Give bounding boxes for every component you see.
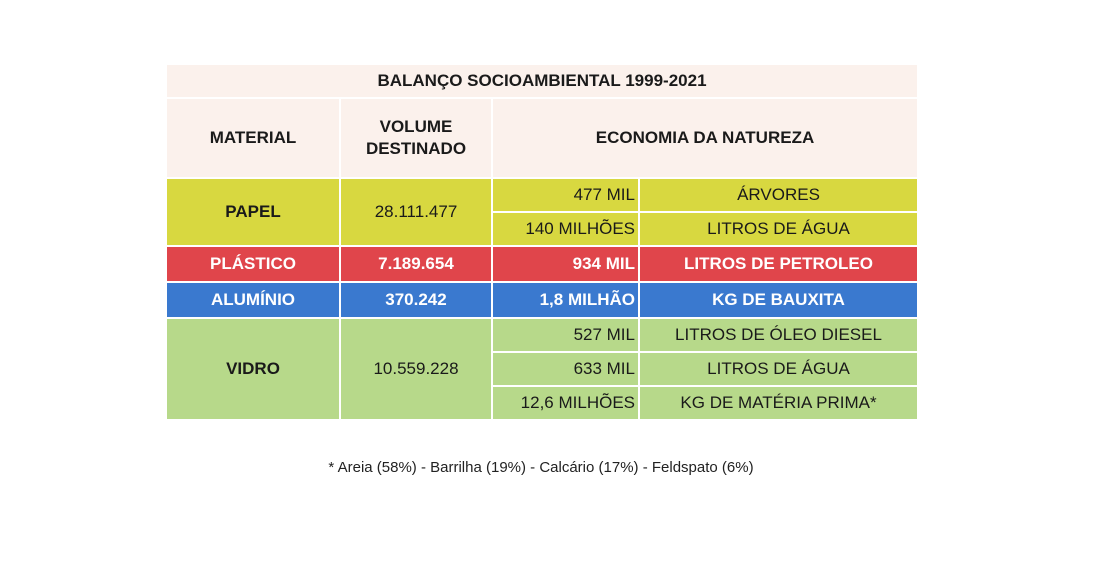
table-row-vidro-3: 12,6 MILHÕES KG DE MATÉRIA PRIMA* [166,385,919,421]
savings-unit: LITROS DE ÁGUA [638,351,919,387]
savings-unit: KG DE MATÉRIA PRIMA* [638,385,919,421]
savings-unit: KG DE BAUXITA [638,281,919,319]
savings-amount: 527 MIL [491,317,640,353]
table-row-plastico: PLÁSTICO 7.189.654 934 MIL LITROS DE PET… [165,245,919,283]
header-volume: VOLUME DESTINADO [339,97,493,179]
savings-amount: 140 MILHÕES [491,211,640,247]
table-row-papel-2: 140 MILHÕES LITROS DE ÁGUA [166,211,919,247]
material-papel: PAPEL [165,177,341,247]
savings-unit: LITROS DE PETROLEO [638,245,919,283]
volume-papel: 28.111.477 [339,177,493,247]
volume-aluminio: 370.242 [339,281,493,319]
socioambiental-table: BALANÇO SOCIOAMBIENTAL 1999-2021 MATERIA… [165,63,919,421]
volume-vidro: 10.559.228 [339,317,493,421]
material-aluminio: ALUMÍNIO [165,281,341,319]
footnote: * Areia (58%) - Barrilha (19%) - Calcári… [328,459,754,476]
savings-amount: 1,8 MILHÃO [491,281,640,319]
table-row-vidro-2: 633 MIL LITROS DE ÁGUA [166,351,919,387]
table-title: BALANÇO SOCIOAMBIENTAL 1999-2021 [165,63,919,99]
material-plastico: PLÁSTICO [165,245,341,283]
table-row-papel: PAPEL 28.111.477 477 MIL ÁRVORES [165,177,919,247]
table-row-aluminio: ALUMÍNIO 370.242 1,8 MILHÃO KG DE BAUXIT… [165,281,919,319]
savings-amount: 934 MIL [491,245,640,283]
volume-plastico: 7.189.654 [339,245,493,283]
table-row-vidro: VIDRO 10.559.228 527 MIL LITROS DE ÓLEO … [165,317,919,421]
table-header-row: MATERIAL VOLUME DESTINADO ECONOMIA DA NA… [165,97,919,179]
savings-amount: 477 MIL [491,177,640,213]
socioambiental-table-container: BALANÇO SOCIOAMBIENTAL 1999-2021 MATERIA… [165,63,919,421]
table-title-row: BALANÇO SOCIOAMBIENTAL 1999-2021 [165,63,919,99]
savings-amount: 633 MIL [491,351,640,387]
savings-amount: 12,6 MILHÕES [491,385,640,421]
material-vidro: VIDRO [165,317,341,421]
header-material: MATERIAL [165,97,341,179]
header-volume-text: VOLUME DESTINADO [365,117,467,158]
header-economia: ECONOMIA DA NATUREZA [491,97,919,179]
savings-unit: LITROS DE ÁGUA [638,211,919,247]
savings-unit: ÁRVORES [638,177,919,213]
savings-unit: LITROS DE ÓLEO DIESEL [638,317,919,353]
